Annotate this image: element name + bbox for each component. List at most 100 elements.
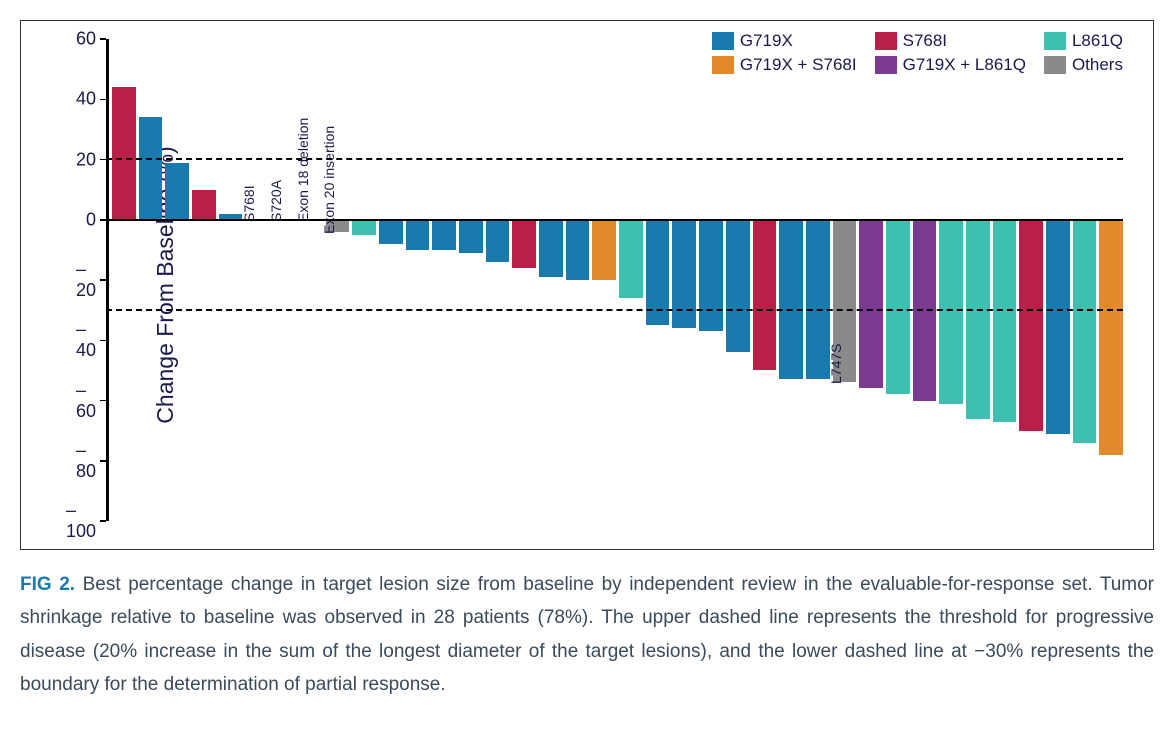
bar-slot [1046,39,1070,521]
reference-line [106,158,1123,160]
bar-slot [1099,39,1123,521]
bar [699,220,723,331]
bar-slot [1073,39,1097,521]
bar [886,220,910,395]
legend-label: L861Q [1072,31,1123,51]
bar-slot [379,39,403,521]
bar [619,220,643,298]
bar-slot [486,39,510,521]
bar-slot [1019,39,1043,521]
bar-slot [432,39,456,521]
legend-swatch [875,56,897,74]
bar-slot [726,39,750,521]
bar [192,190,216,220]
bar [432,220,456,250]
chart-frame: Change From Baseline (%) G719XS768IL861Q… [20,20,1154,550]
caption-text: Best percentage change in target lesion … [20,574,1154,695]
bar [352,220,376,235]
bar-slot: Exon 20 insertion [326,39,350,521]
bar-slot [139,39,163,521]
plot-area: S768IS720AExon 18 deletionExon 20 insert… [106,39,1123,521]
bar-slot [966,39,990,521]
zero-line [106,219,1123,222]
bar [1046,220,1070,434]
bar-slot [806,39,830,521]
legend-swatch [1044,56,1066,74]
bar-label: S768I [241,185,257,222]
bar-slot [512,39,536,521]
bar-slot [459,39,483,521]
legend-label: G719X + S768I [740,55,857,75]
bar [379,220,403,244]
bars-container: S768IS720AExon 18 deletionExon 20 insert… [112,39,1123,521]
legend-item: Others [1044,55,1123,75]
bar-slot [592,39,616,521]
legend-item: G719X + L861Q [875,55,1026,75]
bar-slot [859,39,883,521]
bar [1019,220,1043,431]
bar [726,220,750,353]
bar [859,220,883,389]
legend-swatch [875,32,897,50]
bar-slot [646,39,670,521]
bar-slot [913,39,937,521]
legend-label: Others [1072,55,1123,75]
bar-slot [219,39,243,521]
bar-slot [165,39,189,521]
bar [939,220,963,404]
bar [966,220,990,419]
legend-item: L861Q [1044,31,1123,51]
bar-slot [539,39,563,521]
bar-slot [192,39,216,521]
bar-slot: S720A [272,39,296,521]
caption-label: FIG 2. [20,574,75,595]
bar [672,220,696,328]
bar-slot [566,39,590,521]
bar [753,220,777,371]
bar [406,220,430,250]
bar-slot [352,39,376,521]
y-axis-line [106,39,109,521]
bar-slot [886,39,910,521]
legend-label: S768I [903,31,947,51]
bar [539,220,563,277]
bar-slot [939,39,963,521]
legend-label: G719X + L861Q [903,55,1026,75]
bar-slot [779,39,803,521]
bar-slot [672,39,696,521]
bar [165,163,189,220]
bar-slot [993,39,1017,521]
figure-caption: FIG 2. Best percentage change in target … [20,568,1154,701]
bar-slot [406,39,430,521]
bar [592,220,616,280]
legend-swatch [1044,32,1066,50]
bar [566,220,590,280]
bar [139,117,163,219]
bar [993,220,1017,422]
legend-item: G719X [712,31,857,51]
bar-slot: Exon 18 deletion [299,39,323,521]
bar [112,87,136,220]
legend-item: G719X + S768I [712,55,857,75]
bar-label: S720A [268,180,284,222]
bar-slot [619,39,643,521]
bar-slot: S768I [245,39,269,521]
legend-label: G719X [740,31,793,51]
bar-slot [699,39,723,521]
legend: G719X S768I L861Q G719X + S768I G719X + L861… [712,31,1123,75]
bar [512,220,536,268]
bar-slot: L747S [833,39,857,521]
bar-label: L747S [828,344,844,384]
legend-swatch [712,32,734,50]
bar [806,220,830,380]
bar-slot [112,39,136,521]
figure-container: Change From Baseline (%) G719XS768IL861Q… [20,20,1154,701]
bar-slot [753,39,777,521]
bar [1099,220,1123,455]
legend-swatch [712,56,734,74]
bar-label: Exon 18 deletion [295,117,311,221]
legend-item: S768I [875,31,1026,51]
bar [486,220,510,262]
bar [779,220,803,380]
reference-line [106,309,1123,311]
